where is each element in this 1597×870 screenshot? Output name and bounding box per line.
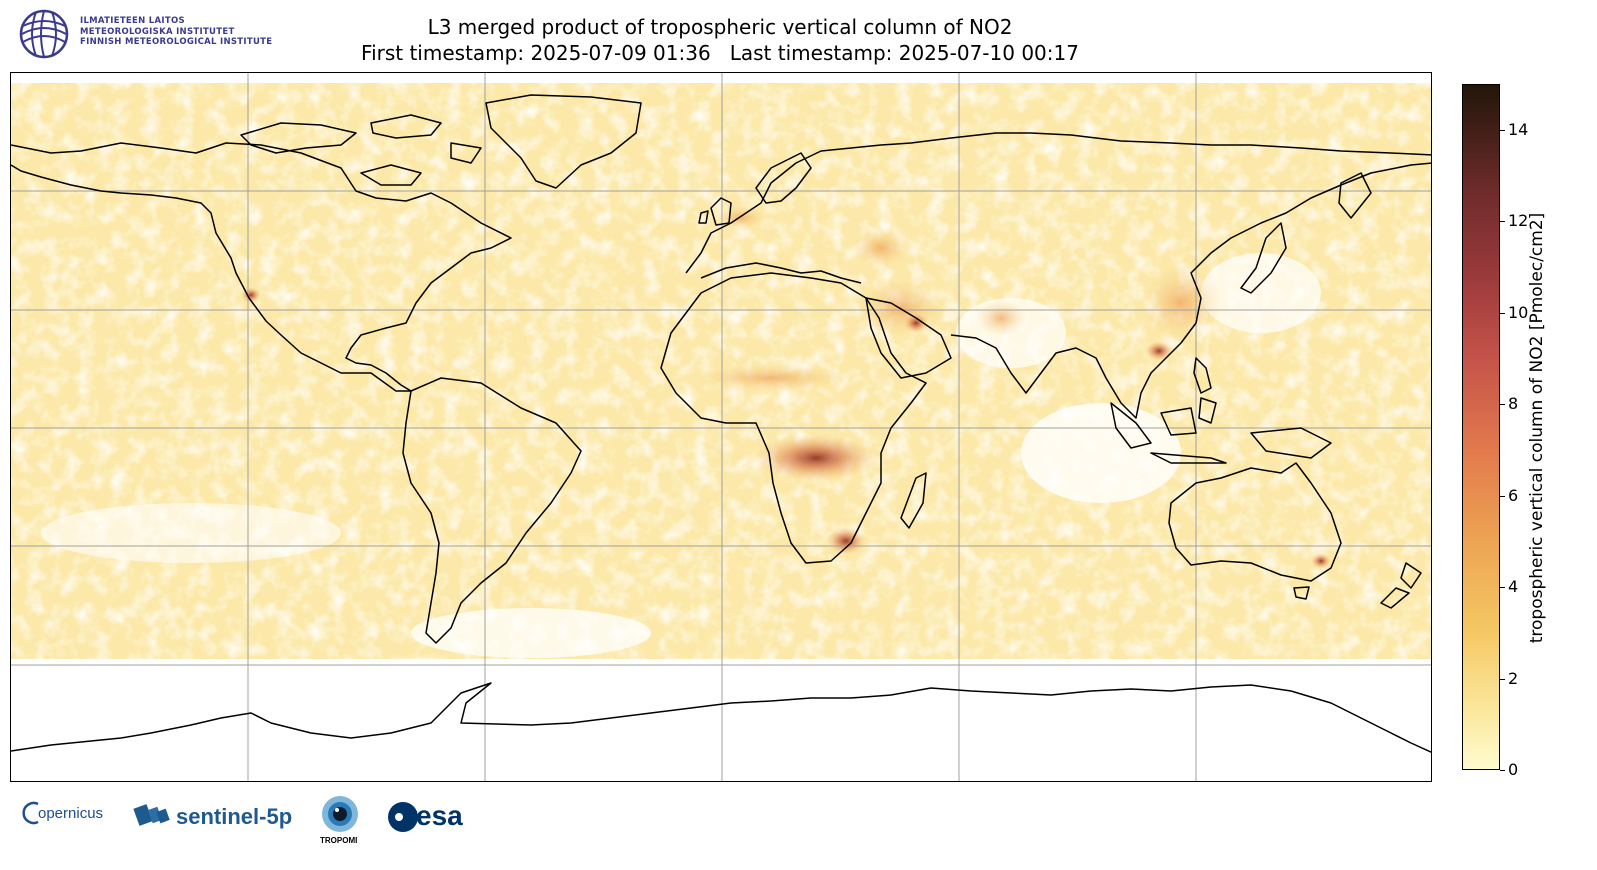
hotspot-east-china	[1141, 263, 1221, 343]
coast-british-isles	[698, 197, 732, 226]
world-map	[11, 73, 1431, 781]
colorbar-tick-label: 14	[1508, 119, 1529, 139]
colorbar-tick-mark	[1500, 404, 1505, 406]
colorbar-ticks: 0 2 4 6 8 10 12 14	[1500, 84, 1560, 779]
coast-europe	[685, 132, 1431, 274]
no-data-north	[11, 73, 1431, 83]
fmi-name-block: ILMATIETEEN LAITOS METEOROLOGISKA INSTIT…	[80, 16, 272, 48]
coast-mediterranean	[700, 262, 862, 284]
coast-south-america	[402, 377, 582, 644]
fmi-name-sv: METEOROLOGISKA INSTITUTET	[80, 26, 235, 37]
hotspot-south-china	[1145, 341, 1173, 361]
colorbar-tick-label: 6	[1508, 485, 1519, 505]
hotspot-central-africa	[754, 434, 878, 482]
colorbar-tick-mark	[1500, 587, 1505, 589]
colorbar-tick-label: 2	[1508, 668, 1519, 688]
satellite-icon	[133, 804, 170, 826]
fmi-name-fi: ILMATIETEEN LAITOS	[80, 16, 185, 26]
sentinel-logo: sentinel-5p	[132, 796, 302, 836]
gridlines	[11, 73, 1431, 781]
tropomi-wordmark: TROPOMI	[320, 836, 358, 845]
colorbar	[1462, 84, 1500, 770]
title-line-2: First timestamp: 2025-07-09 01:36 Last t…	[361, 41, 1079, 65]
coast-arctic-islands	[240, 114, 482, 186]
hotspot-australia-se	[1311, 553, 1331, 569]
tropomi-logo: TROPOMI	[318, 794, 364, 850]
hotspot-persian-gulf	[904, 313, 928, 333]
hotspot-sahel	[691, 364, 851, 392]
fmi-logo	[18, 8, 308, 60]
colorbar-tick-mark	[1500, 678, 1505, 680]
cloud-gap	[1201, 253, 1321, 333]
coast-kamchatka	[1338, 172, 1372, 219]
colorbar-label: tropospheric vertical column of NO2 [Pmo…	[1527, 212, 1547, 644]
logo-strip: opernicus sentinel-5p TROPOMI esa	[14, 790, 494, 860]
copernicus-wordmark: opernicus	[38, 805, 104, 822]
colorbar-tick-label: 8	[1508, 394, 1519, 414]
sentinel-wordmark: sentinel-5p	[176, 804, 293, 829]
colorbar-tick-label: 10	[1508, 302, 1529, 322]
coast-australia	[1168, 462, 1342, 582]
hotspot-south-africa	[826, 527, 866, 555]
colorbar-tick-mark	[1500, 221, 1505, 223]
coast-japan	[1240, 222, 1287, 294]
coast-indonesia	[1110, 397, 1332, 464]
coast-new-zealand	[1380, 562, 1422, 609]
colorbar-tick-mark	[1500, 312, 1505, 314]
colorbar-tick-mark	[1500, 770, 1505, 771]
hotspot-india	[976, 300, 1026, 336]
map-title: L3 merged product of tropospheric vertic…	[300, 14, 1140, 66]
map-panel	[10, 72, 1432, 782]
coast-africa	[660, 272, 927, 564]
fmi-globe-icon	[19, 9, 69, 59]
coast-south-asia	[950, 162, 1431, 419]
coast-scandinavia	[755, 152, 812, 204]
colorbar-tick-label: 12	[1508, 211, 1529, 231]
hotspot-central-asia	[851, 228, 911, 268]
cloud-gap	[41, 503, 341, 563]
tropomi-eye-icon	[322, 796, 358, 832]
colorbar-tick-label: 0	[1508, 760, 1519, 779]
colorbar-tick-mark	[1500, 495, 1505, 497]
coast-greenland	[485, 94, 642, 189]
fmi-name-en: FINNISH METEOROLOGICAL INSTITUTE	[80, 37, 273, 47]
esa-logo: esa	[386, 800, 486, 836]
esa-wordmark: esa	[416, 800, 463, 831]
copernicus-logo: opernicus	[20, 798, 120, 828]
coast-madagascar	[900, 472, 927, 529]
copernicus-icon	[22, 801, 39, 825]
colorbar-tick-label: 4	[1508, 577, 1519, 597]
coastlines	[11, 94, 1431, 753]
cloud-gap	[411, 608, 651, 658]
coast-antarctica	[11, 682, 1431, 753]
esa-icon	[388, 802, 418, 832]
coast-tasmania	[1293, 586, 1310, 600]
coast-arabia	[865, 297, 952, 379]
title-line-1: L3 merged product of tropospheric vertic…	[427, 15, 1013, 39]
coast-north-america	[11, 142, 512, 392]
colorbar-tick-mark	[1500, 129, 1505, 131]
coast-philippines	[1193, 357, 1212, 394]
